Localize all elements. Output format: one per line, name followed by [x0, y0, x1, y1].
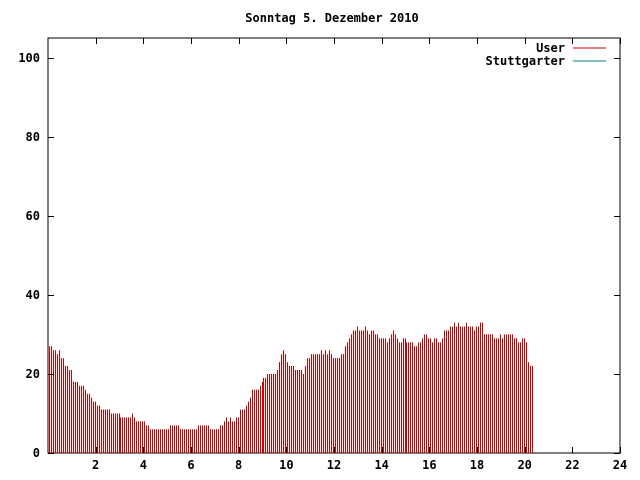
x-tick-label: 22	[565, 458, 579, 472]
x-tick-label: 8	[235, 458, 242, 472]
x-tick-label: 20	[517, 458, 531, 472]
y-tick-label: 60	[26, 209, 40, 223]
y-tick-label: 80	[26, 130, 40, 144]
x-tick-label: 12	[327, 458, 341, 472]
x-tick-label: 16	[422, 458, 436, 472]
y-tick-label: 100	[18, 51, 40, 65]
chart-title: Sonntag 5. Dezember 2010	[245, 11, 418, 25]
x-tick-label: 6	[187, 458, 194, 472]
y-tick-label: 0	[33, 446, 40, 460]
legend: User Stuttgarter	[486, 41, 606, 68]
x-tick-label: 4	[140, 458, 147, 472]
y-axis: 0 20 40 60 80 100	[18, 51, 620, 460]
legend-label-user: User	[536, 41, 565, 55]
y-tick-label: 40	[26, 288, 40, 302]
x-axis: 2 4 6 8 10 12 14 16 18 20 22 24	[92, 38, 627, 472]
y-tick-label: 20	[26, 367, 40, 381]
x-tick-label: 2	[92, 458, 99, 472]
x-tick-label: 24	[613, 458, 627, 472]
user-bars	[49, 322, 533, 453]
x-tick-label: 18	[470, 458, 484, 472]
x-tick-label: 10	[279, 458, 293, 472]
legend-label-stuttgarter: Stuttgarter	[486, 54, 565, 68]
x-tick-label: 14	[374, 458, 388, 472]
